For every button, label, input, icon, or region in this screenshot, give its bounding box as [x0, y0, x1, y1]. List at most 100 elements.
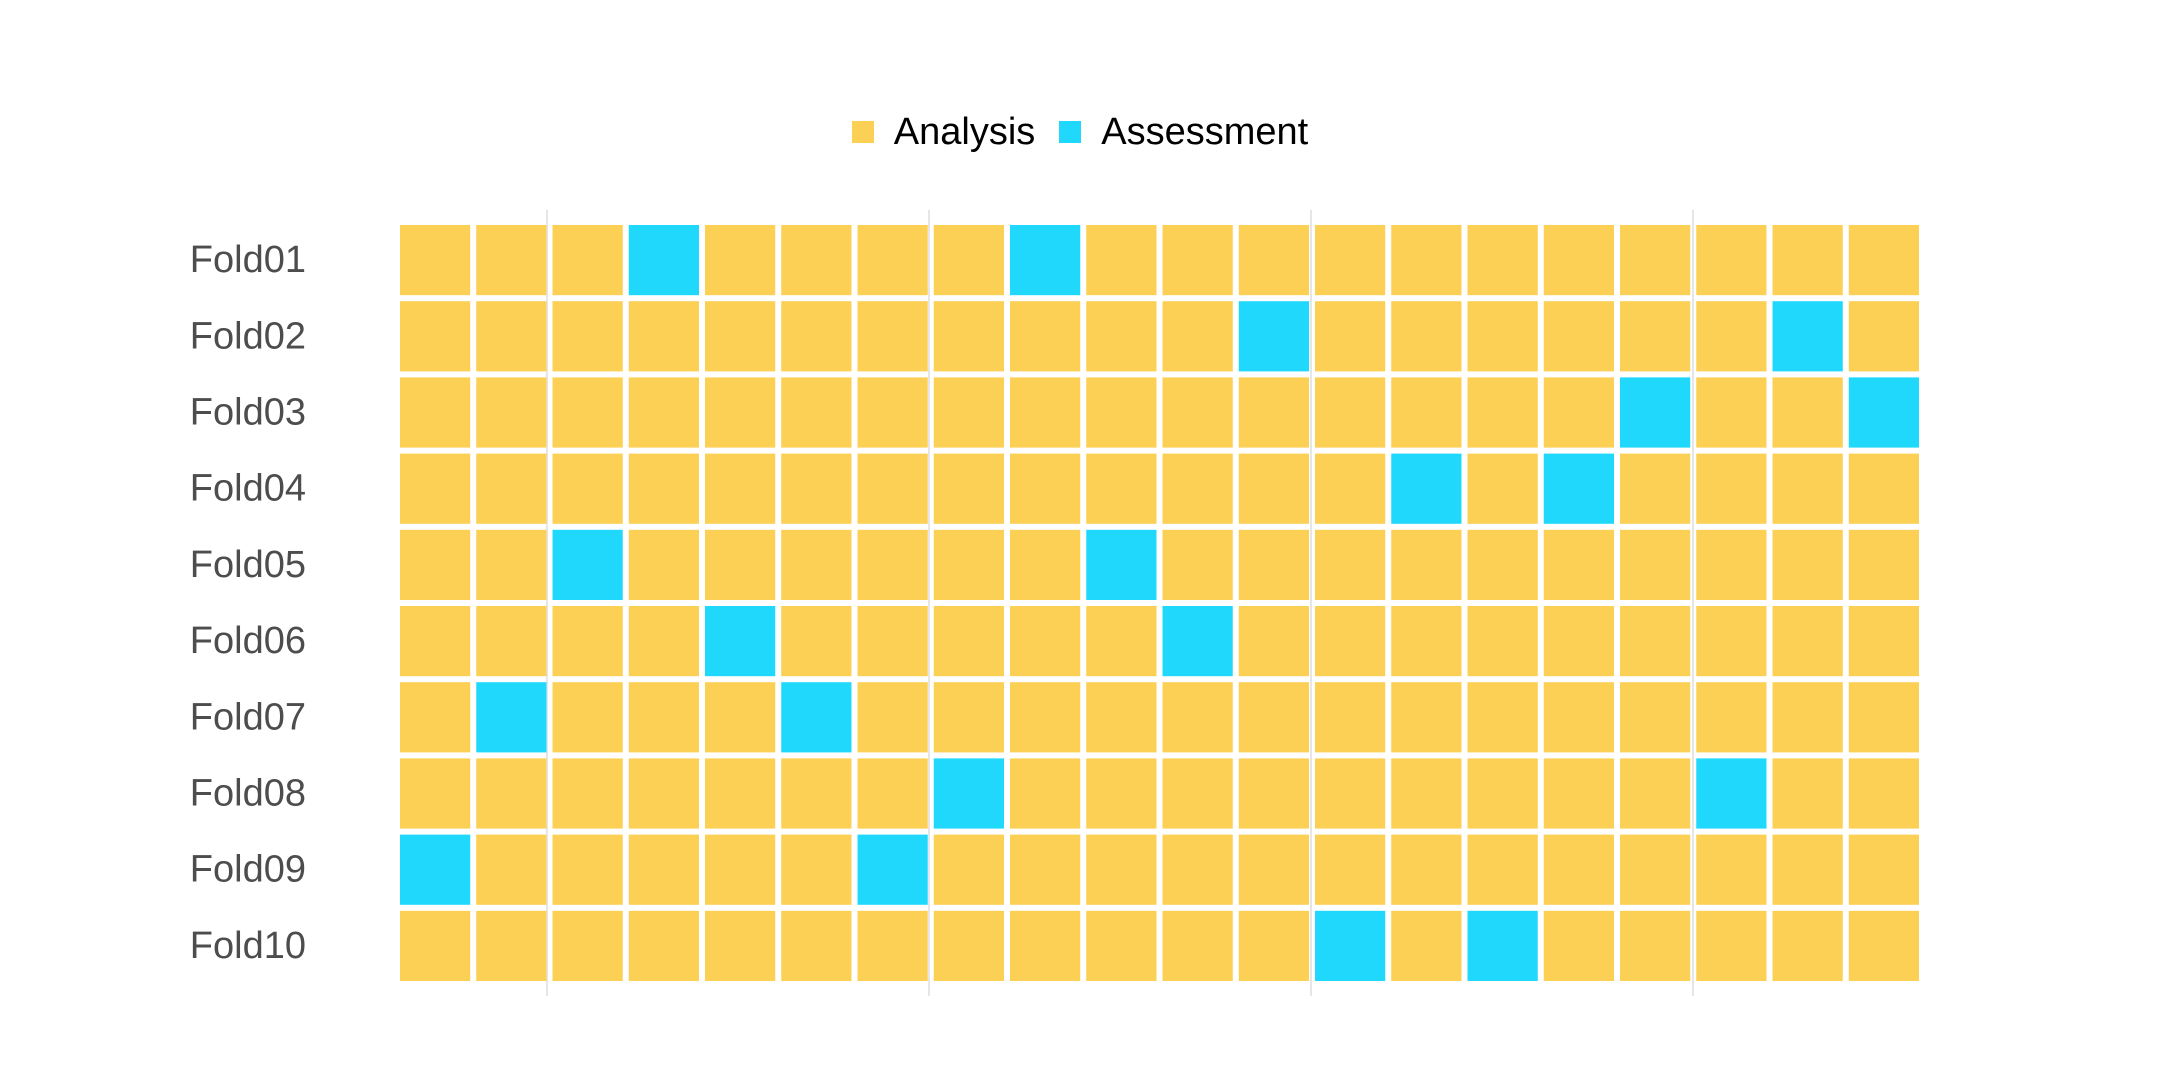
cell-fold09-5-analysis [705, 834, 776, 905]
cell-fold10-3-analysis [552, 910, 623, 981]
cell-fold04-11-analysis [1162, 453, 1233, 524]
cell-fold07-9-analysis [1010, 682, 1081, 753]
cell-fold09-16-analysis [1543, 834, 1614, 905]
cell-fold10-15-assessment [1467, 910, 1538, 981]
cell-fold05-15-analysis [1467, 529, 1538, 600]
cell-fold03-5-analysis [705, 377, 776, 448]
cell-fold05-13-analysis [1315, 529, 1386, 600]
cell-fold10-4-analysis [628, 910, 699, 981]
row-label-fold04: Fold04 [190, 468, 306, 510]
cell-fold07-12-analysis [1238, 682, 1309, 753]
cell-fold09-7-assessment [857, 834, 928, 905]
cell-fold02-9-analysis [1010, 301, 1081, 372]
cell-fold03-13-analysis [1315, 377, 1386, 448]
cell-fold03-1-analysis [400, 377, 471, 448]
cell-fold07-1-analysis [400, 682, 471, 753]
cell-fold04-1-analysis [400, 453, 471, 524]
cell-fold02-16-analysis [1543, 301, 1614, 372]
cell-fold09-13-analysis [1315, 834, 1386, 905]
cell-fold06-8-analysis [933, 606, 1004, 677]
cell-fold07-4-analysis [628, 682, 699, 753]
cell-fold03-17-assessment [1620, 377, 1691, 448]
cell-fold05-17-analysis [1620, 529, 1691, 600]
cell-fold04-10-analysis [1086, 453, 1157, 524]
cell-fold05-6-analysis [781, 529, 852, 600]
cell-fold06-19-analysis [1772, 606, 1843, 677]
cell-fold08-1-analysis [400, 758, 471, 829]
cell-fold09-10-analysis [1086, 834, 1157, 905]
cell-fold10-13-assessment [1315, 910, 1386, 981]
cell-fold02-2-analysis [476, 301, 547, 372]
legend-item-analysis[interactable]: Analysis [851, 111, 1035, 154]
cell-fold09-6-analysis [781, 834, 852, 905]
cell-fold02-14-analysis [1391, 301, 1462, 372]
cell-fold02-1-analysis [400, 301, 471, 372]
cell-fold10-6-analysis [781, 910, 852, 981]
cell-fold10-14-analysis [1391, 910, 1462, 981]
cell-fold08-12-analysis [1238, 758, 1309, 829]
cell-fold04-14-assessment [1391, 453, 1462, 524]
cell-fold07-2-assessment [476, 682, 547, 753]
cell-fold09-19-analysis [1772, 834, 1843, 905]
cell-fold06-16-analysis [1543, 606, 1614, 677]
cell-fold03-7-analysis [857, 377, 928, 448]
cell-fold05-5-analysis [705, 529, 776, 600]
cell-fold10-8-analysis [933, 910, 1004, 981]
cell-fold08-10-analysis [1086, 758, 1157, 829]
cell-fold10-19-analysis [1772, 910, 1843, 981]
cell-fold04-17-analysis [1620, 453, 1691, 524]
cell-fold05-3-assessment [552, 529, 623, 600]
row-label-fold06: Fold06 [190, 620, 306, 662]
cells [400, 225, 1919, 981]
cell-fold04-12-analysis [1238, 453, 1309, 524]
cell-fold08-17-analysis [1620, 758, 1691, 829]
cell-fold06-12-analysis [1238, 606, 1309, 677]
cell-fold09-15-analysis [1467, 834, 1538, 905]
cell-fold06-17-analysis [1620, 606, 1691, 677]
cell-fold01-20-analysis [1848, 225, 1919, 296]
cell-fold06-14-analysis [1391, 606, 1462, 677]
cell-fold05-4-analysis [628, 529, 699, 600]
cell-fold07-17-analysis [1620, 682, 1691, 753]
row-label-fold03: Fold03 [190, 392, 306, 434]
cell-fold05-19-analysis [1772, 529, 1843, 600]
legend-item-assessment[interactable]: Assessment [1059, 111, 1308, 154]
cell-fold06-13-analysis [1315, 606, 1386, 677]
cell-fold01-16-analysis [1543, 225, 1614, 296]
cell-fold04-20-analysis [1848, 453, 1919, 524]
cell-fold01-10-analysis [1086, 225, 1157, 296]
cell-fold07-7-analysis [857, 682, 928, 753]
row-label-fold07: Fold07 [190, 696, 306, 738]
cell-fold05-12-analysis [1238, 529, 1309, 600]
cell-fold04-7-analysis [857, 453, 928, 524]
cell-fold03-15-analysis [1467, 377, 1538, 448]
cell-fold03-2-analysis [476, 377, 547, 448]
cell-fold05-2-analysis [476, 529, 547, 600]
cell-fold08-9-analysis [1010, 758, 1081, 829]
cell-fold01-19-analysis [1772, 225, 1843, 296]
cell-fold08-14-analysis [1391, 758, 1462, 829]
cell-fold04-5-analysis [705, 453, 776, 524]
row-label-fold09: Fold09 [190, 849, 306, 891]
cell-fold01-8-analysis [933, 225, 1004, 296]
cell-fold08-2-analysis [476, 758, 547, 829]
cell-fold04-4-analysis [628, 453, 699, 524]
row-label-fold01: Fold01 [190, 239, 306, 281]
cell-fold01-9-assessment [1010, 225, 1081, 296]
cell-fold07-5-analysis [705, 682, 776, 753]
row-label-fold08: Fold08 [190, 773, 306, 815]
legend-swatch-analysis [851, 121, 874, 143]
cell-fold04-2-analysis [476, 453, 547, 524]
cell-fold06-10-analysis [1086, 606, 1157, 677]
cell-fold06-6-analysis [781, 606, 852, 677]
cell-fold02-6-analysis [781, 301, 852, 372]
cell-fold04-13-analysis [1315, 453, 1386, 524]
cell-fold03-16-analysis [1543, 377, 1614, 448]
cell-fold04-9-analysis [1010, 453, 1081, 524]
cell-fold09-2-analysis [476, 834, 547, 905]
cell-fold09-11-analysis [1162, 834, 1233, 905]
cell-fold01-4-assessment [628, 225, 699, 296]
cell-fold02-20-analysis [1848, 301, 1919, 372]
cell-fold06-20-analysis [1848, 606, 1919, 677]
